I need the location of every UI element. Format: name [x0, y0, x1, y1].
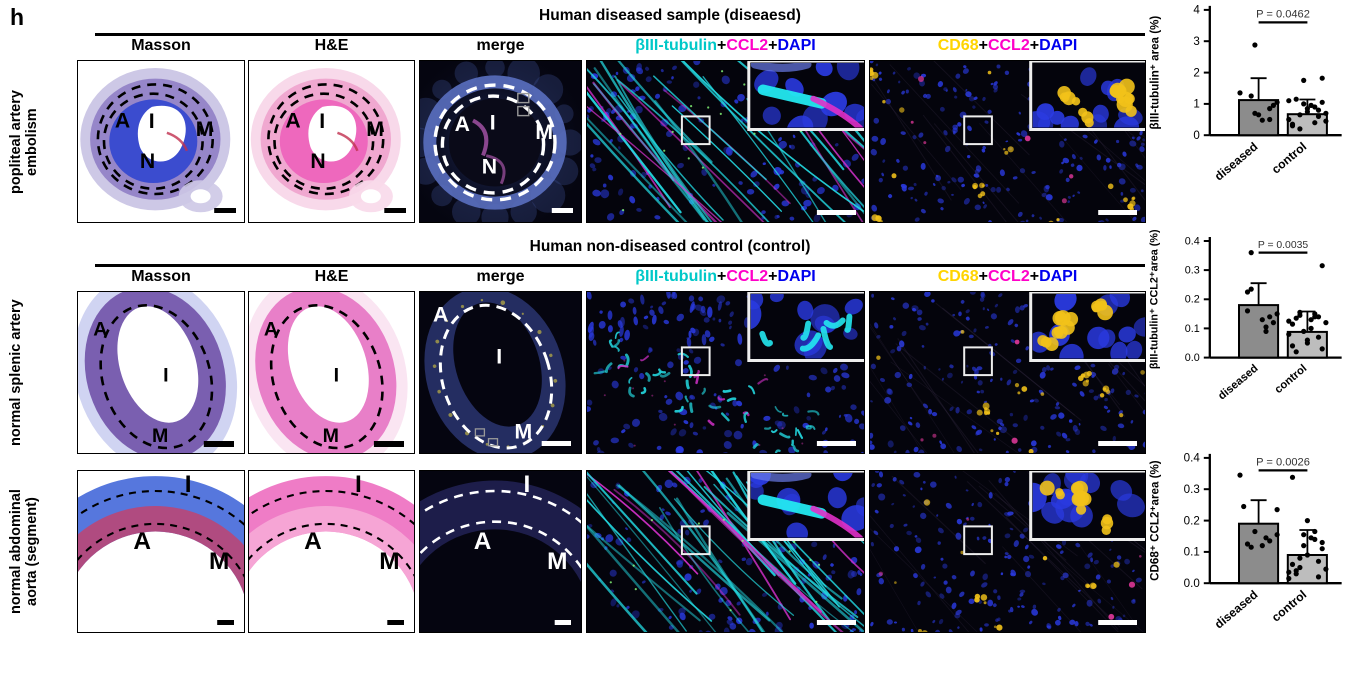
svg-text:A: A: [285, 110, 300, 133]
svg-text:I: I: [334, 364, 339, 386]
svg-text:diseased: diseased: [1212, 587, 1261, 631]
svg-text:4: 4: [1193, 4, 1200, 17]
svg-text:control: control: [1269, 587, 1309, 624]
svg-text:I: I: [319, 110, 325, 133]
svg-text:M: M: [535, 121, 553, 144]
svg-text:diseased: diseased: [1212, 139, 1261, 183]
svg-text:βIII-tubulin⁺ area (%): βIII-tubulin⁺ area (%): [1148, 16, 1161, 130]
svg-text:0.2: 0.2: [1185, 294, 1200, 306]
svg-text:A: A: [133, 528, 151, 555]
svg-text:CD68⁺ CCL2⁺area (%): CD68⁺ CCL2⁺area (%): [1148, 460, 1161, 581]
svg-text:M: M: [547, 548, 567, 575]
svg-text:A: A: [93, 319, 107, 341]
svg-text:M: M: [323, 425, 339, 447]
svg-text:I: I: [355, 471, 362, 498]
svg-text:1: 1: [1193, 98, 1199, 111]
svg-text:0.0: 0.0: [1184, 577, 1200, 590]
svg-text:A: A: [115, 110, 130, 133]
svg-text:0.0: 0.0: [1185, 352, 1200, 364]
svg-text:I: I: [524, 471, 531, 498]
svg-text:I: I: [490, 111, 496, 134]
svg-text:A: A: [304, 528, 322, 555]
svg-text:diseased: diseased: [1216, 362, 1261, 402]
svg-text:A: A: [264, 319, 278, 341]
svg-text:I: I: [496, 346, 502, 369]
svg-text:I: I: [163, 364, 168, 386]
svg-text:0.4: 0.4: [1184, 452, 1201, 465]
svg-text:P = 0.0462: P = 0.0462: [1256, 8, 1310, 20]
svg-text:M: M: [209, 548, 229, 575]
svg-text:A: A: [433, 303, 448, 326]
svg-text:0.4: 0.4: [1185, 235, 1200, 247]
svg-text:M: M: [379, 548, 399, 575]
svg-text:3: 3: [1193, 35, 1199, 48]
svg-text:2: 2: [1193, 66, 1199, 79]
svg-text:P = 0.0026: P = 0.0026: [1256, 456, 1310, 468]
svg-text:N: N: [140, 150, 155, 173]
svg-text:A: A: [455, 113, 470, 136]
svg-text:control: control: [1269, 139, 1309, 176]
svg-text:0: 0: [1193, 129, 1199, 142]
svg-text:0.1: 0.1: [1185, 323, 1200, 335]
svg-text:control: control: [1273, 363, 1310, 397]
svg-text:N: N: [482, 155, 497, 178]
svg-text:A: A: [474, 528, 492, 555]
svg-text:M: M: [515, 421, 533, 444]
svg-text:βIII-tubulin⁺ CCL2⁺area (%): βIII-tubulin⁺ CCL2⁺area (%): [1149, 229, 1161, 369]
svg-text:I: I: [185, 471, 192, 498]
svg-text:0.3: 0.3: [1184, 483, 1200, 496]
svg-text:0.1: 0.1: [1184, 546, 1200, 559]
svg-text:M: M: [366, 118, 384, 141]
svg-text:M: M: [152, 425, 168, 447]
svg-text:I: I: [149, 110, 155, 133]
svg-text:N: N: [310, 150, 325, 173]
svg-text:0.2: 0.2: [1184, 514, 1200, 527]
svg-text:M: M: [196, 118, 214, 141]
svg-text:P = 0.0035: P = 0.0035: [1258, 240, 1309, 251]
svg-text:0.3: 0.3: [1185, 265, 1200, 277]
